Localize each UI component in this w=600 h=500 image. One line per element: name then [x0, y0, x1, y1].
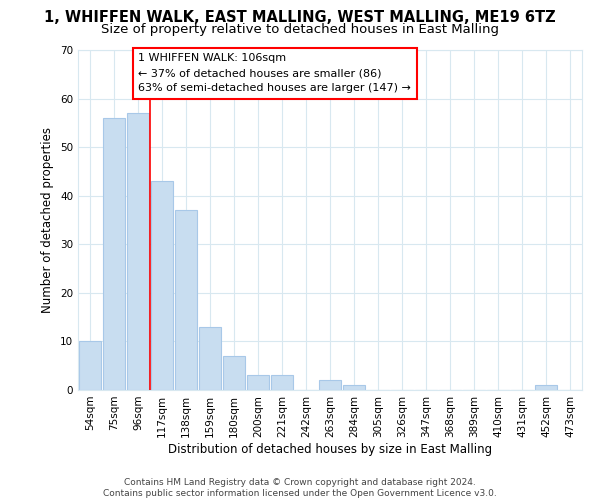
- Y-axis label: Number of detached properties: Number of detached properties: [41, 127, 55, 313]
- Bar: [103, 118, 125, 390]
- Text: Contains HM Land Registry data © Crown copyright and database right 2024.
Contai: Contains HM Land Registry data © Crown c…: [103, 478, 497, 498]
- Bar: [223, 356, 245, 390]
- Text: 1, WHIFFEN WALK, EAST MALLING, WEST MALLING, ME19 6TZ: 1, WHIFFEN WALK, EAST MALLING, WEST MALL…: [44, 10, 556, 25]
- Bar: [175, 210, 197, 390]
- X-axis label: Distribution of detached houses by size in East Malling: Distribution of detached houses by size …: [168, 442, 492, 456]
- Bar: [343, 385, 365, 390]
- Bar: [79, 342, 101, 390]
- Bar: [199, 327, 221, 390]
- Bar: [535, 385, 557, 390]
- Bar: [151, 181, 173, 390]
- Bar: [127, 113, 149, 390]
- Text: Size of property relative to detached houses in East Malling: Size of property relative to detached ho…: [101, 22, 499, 36]
- Bar: [271, 376, 293, 390]
- Text: 1 WHIFFEN WALK: 106sqm
← 37% of detached houses are smaller (86)
63% of semi-det: 1 WHIFFEN WALK: 106sqm ← 37% of detached…: [139, 54, 412, 93]
- Bar: [247, 376, 269, 390]
- Bar: [319, 380, 341, 390]
